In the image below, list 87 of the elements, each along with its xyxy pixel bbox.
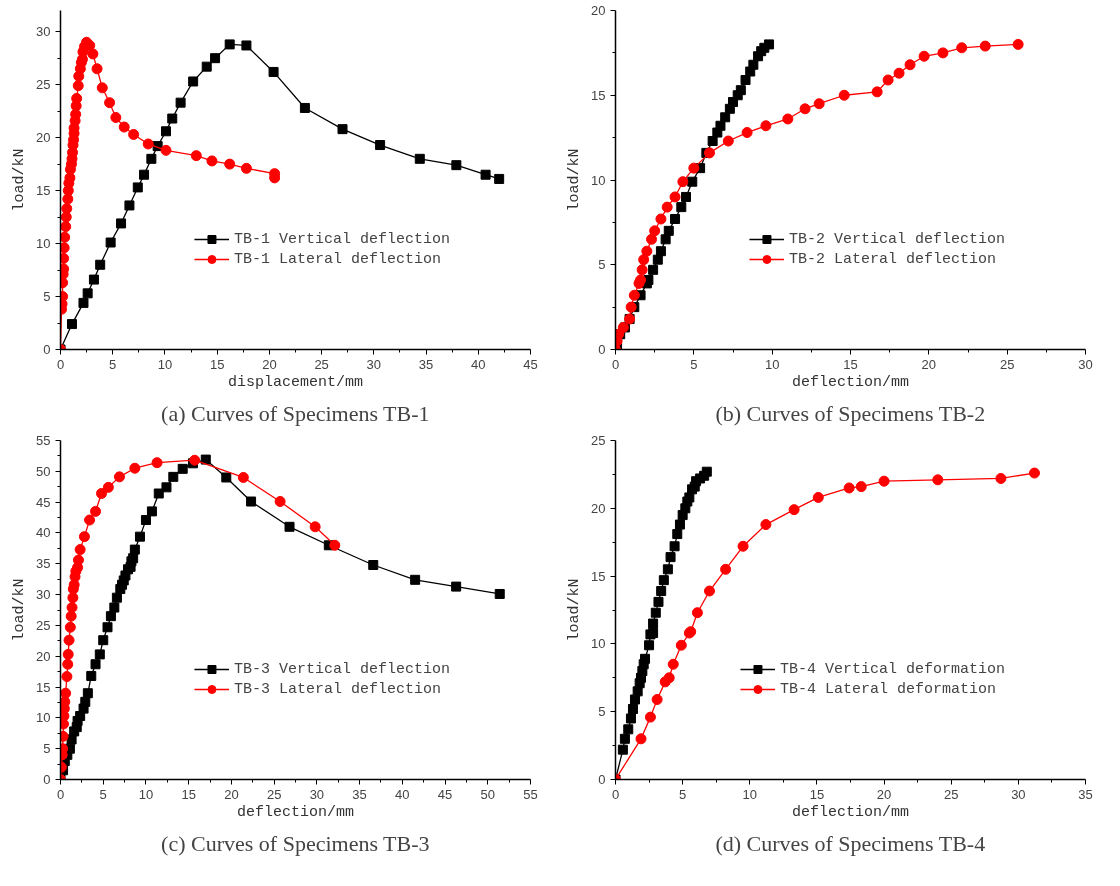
y-tick-label: 55 bbox=[36, 433, 51, 448]
x-tick-label: 55 bbox=[523, 786, 538, 802]
y-axis-title: load/kN bbox=[566, 578, 584, 642]
x-tick-label: 30 bbox=[1078, 356, 1093, 372]
x-tick-label: 25 bbox=[999, 356, 1015, 372]
y-tick-label: 5 bbox=[43, 289, 51, 305]
text: (c) Curves of Specimens TB-3 bbox=[161, 830, 430, 856]
legend-label: TB-2 Vertical deflection bbox=[788, 230, 1005, 248]
x-tick-label: 35 bbox=[352, 786, 367, 802]
x-tick-label: 0 bbox=[611, 356, 620, 372]
y-axis-title: load/kN bbox=[11, 148, 29, 212]
y-tick-label: 50 bbox=[36, 463, 51, 479]
x-tick-label: 30 bbox=[309, 786, 325, 802]
y-tick-label: 5 bbox=[598, 704, 606, 720]
y-tick-label: 15 bbox=[591, 568, 606, 584]
y-tick-label: 15 bbox=[36, 183, 51, 199]
x-axis-title: displacement/mm bbox=[227, 373, 364, 391]
y-tick-label: 20 bbox=[36, 648, 51, 664]
x-tick-label: 20 bbox=[876, 786, 892, 802]
y-tick-label: 35 bbox=[36, 556, 51, 572]
x-tick-label: 35 bbox=[1078, 786, 1093, 802]
y-tick-label: 10 bbox=[591, 172, 606, 188]
legend-label: TB-4 Lateral deformation bbox=[779, 680, 996, 698]
y-tick-label: 30 bbox=[36, 587, 51, 603]
x-tick-label: 45 bbox=[437, 786, 453, 802]
y-axis-title: load/kN bbox=[566, 148, 584, 212]
x-tick-label: 5 bbox=[679, 786, 687, 802]
x-tick-label: 10 bbox=[764, 356, 780, 372]
y-tick-label: 0 bbox=[43, 342, 51, 357]
x-tick-label: 25 bbox=[314, 356, 329, 372]
y-tick-label: 0 bbox=[43, 772, 51, 787]
y-tick-label: 0 bbox=[598, 772, 606, 787]
x-tick-label: 15 bbox=[181, 786, 196, 802]
x-tick-label: 50 bbox=[480, 786, 496, 802]
legend-label: TB-4 Vertical deformation bbox=[779, 660, 1005, 678]
x-tick-label: 15 bbox=[809, 786, 825, 802]
y-tick-label: 25 bbox=[36, 77, 51, 93]
y-tick-label: 20 bbox=[591, 500, 606, 516]
x-tick-label: 10 bbox=[742, 786, 758, 802]
x-tick-label: 10 bbox=[157, 356, 173, 372]
y-tick-label: 0 bbox=[598, 342, 606, 357]
text: (a) Curves of Specimens TB-1 bbox=[161, 400, 430, 426]
x-axis-title: deflection/mm bbox=[791, 373, 910, 391]
legend-label: TB-1 Vertical deflection bbox=[233, 230, 450, 248]
x-axis-title: deflection/mm bbox=[791, 803, 910, 821]
x-tick-label: 15 bbox=[209, 356, 225, 372]
y-tick-label: 25 bbox=[591, 433, 606, 448]
y-tick-label: 40 bbox=[36, 525, 51, 541]
y-tick-label: 10 bbox=[36, 236, 51, 252]
text: (b) Curves of Specimens TB-2 bbox=[715, 400, 986, 426]
y-axis-title: load/kN bbox=[11, 578, 29, 642]
legend-label: TB-1 Lateral deflection bbox=[233, 250, 441, 268]
x-tick-label: 5 bbox=[690, 356, 698, 372]
y-tick-label: 10 bbox=[36, 710, 51, 726]
legend-label: TB-3 Lateral deflection bbox=[233, 680, 441, 698]
x-axis-title: deflection/mm bbox=[236, 803, 355, 821]
x-tick-label: 5 bbox=[99, 786, 107, 802]
x-tick-label: 40 bbox=[395, 786, 410, 802]
y-tick-label: 20 bbox=[591, 3, 606, 18]
x-tick-label: 20 bbox=[921, 356, 937, 372]
x-tick-label: 35 bbox=[418, 356, 434, 372]
y-tick-label: 30 bbox=[36, 24, 51, 40]
x-tick-label: 30 bbox=[366, 356, 382, 372]
x-tick-label: 0 bbox=[611, 786, 620, 802]
y-tick-label: 5 bbox=[43, 741, 51, 757]
legend-label: TB-2 Lateral deflection bbox=[788, 250, 996, 268]
x-tick-label: 20 bbox=[262, 356, 277, 372]
y-tick-label: 45 bbox=[36, 494, 51, 510]
y-tick-label: 15 bbox=[591, 87, 606, 103]
x-tick-label: 30 bbox=[1011, 786, 1026, 802]
x-tick-label: 5 bbox=[109, 356, 117, 372]
legend-label: TB-3 Vertical deflection bbox=[233, 660, 450, 678]
y-tick-label: 20 bbox=[36, 130, 51, 146]
x-tick-label: 0 bbox=[56, 786, 65, 802]
x-tick-label: 10 bbox=[138, 786, 154, 802]
y-tick-label: 10 bbox=[591, 636, 606, 652]
x-tick-label: 15 bbox=[843, 356, 858, 372]
y-tick-label: 15 bbox=[36, 679, 51, 695]
x-tick-label: 0 bbox=[56, 356, 65, 372]
y-tick-label: 25 bbox=[36, 617, 51, 633]
x-tick-label: 45 bbox=[523, 356, 538, 372]
x-tick-label: 40 bbox=[471, 356, 486, 372]
x-tick-label: 25 bbox=[266, 786, 282, 802]
x-tick-label: 25 bbox=[943, 786, 959, 802]
text: (d) Curves of Specimens TB-4 bbox=[715, 830, 986, 856]
x-tick-label: 20 bbox=[224, 786, 239, 802]
y-tick-label: 5 bbox=[598, 257, 606, 273]
